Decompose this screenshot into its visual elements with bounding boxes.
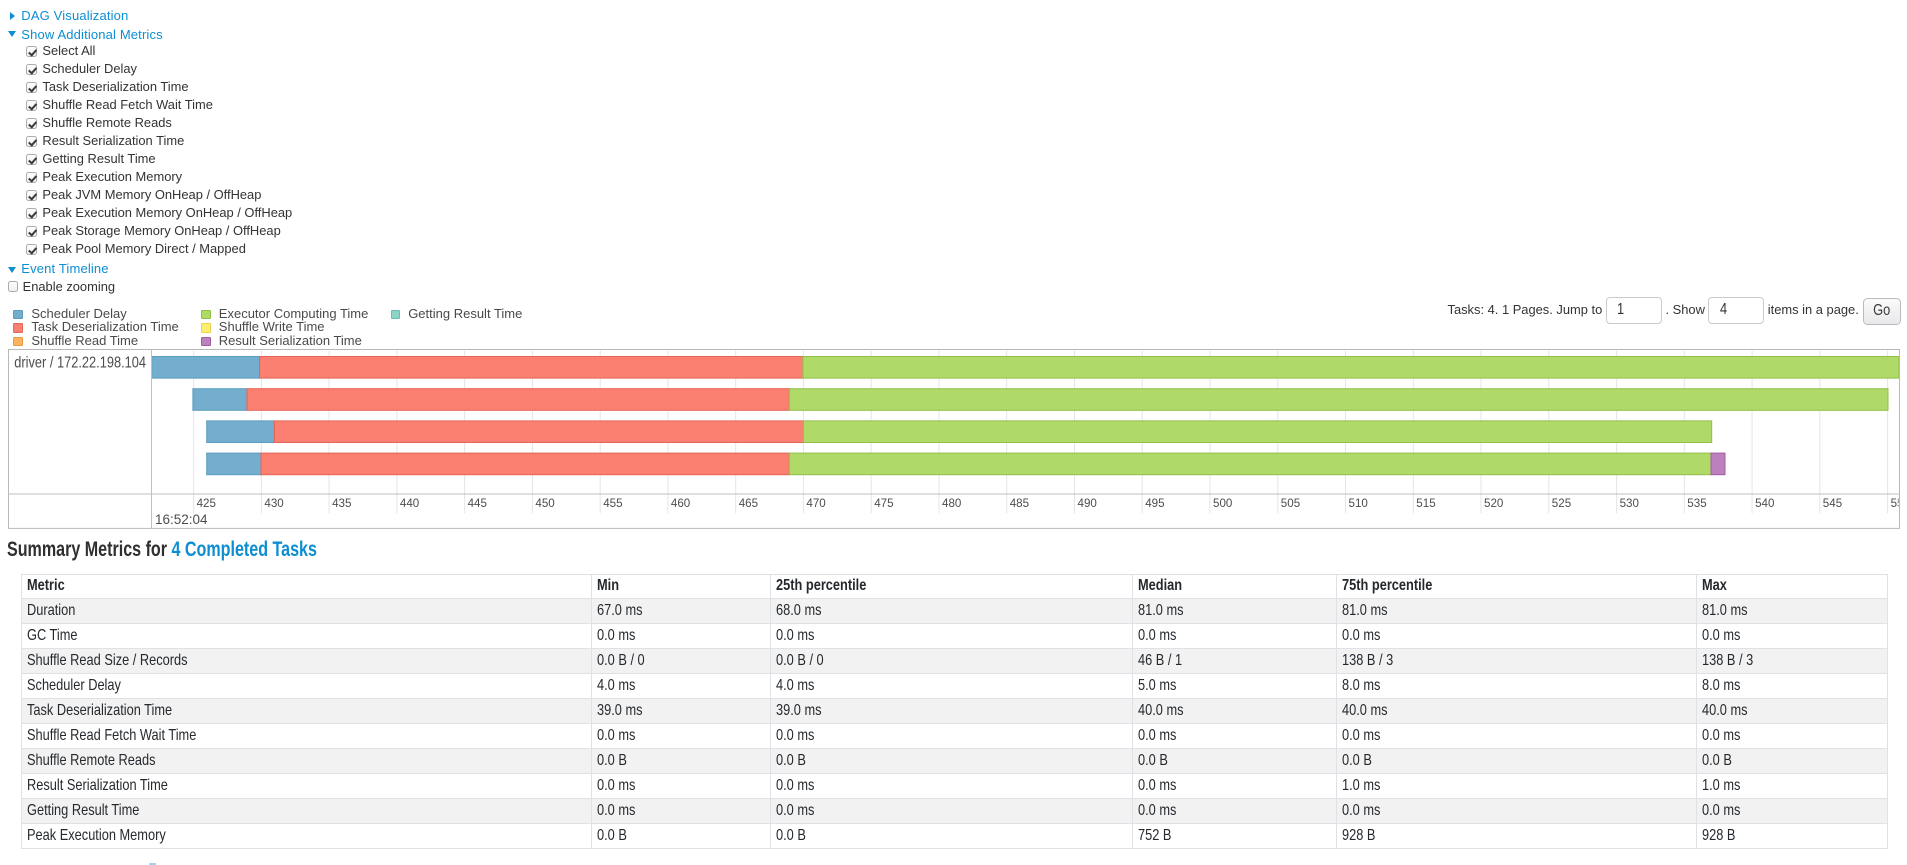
svg-text:550: 550: [1891, 497, 1907, 510]
svg-text:driver / 172.22.198.104: driver / 172.22.198.104: [14, 354, 146, 372]
svg-text:490: 490: [1078, 497, 1097, 510]
svg-text:510: 510: [1349, 497, 1368, 510]
svg-text:495: 495: [1145, 497, 1164, 510]
svg-text:515: 515: [1416, 497, 1435, 510]
svg-text:435: 435: [332, 497, 351, 510]
svg-text:16:52:04: 16:52:04: [155, 512, 208, 527]
svg-text:425: 425: [197, 497, 216, 510]
svg-text:460: 460: [671, 497, 690, 510]
svg-text:470: 470: [806, 497, 825, 510]
svg-text:505: 505: [1281, 497, 1300, 510]
svg-text:540: 540: [1755, 497, 1774, 510]
svg-text:445: 445: [468, 497, 487, 510]
svg-text:430: 430: [264, 497, 283, 510]
svg-text:535: 535: [1687, 497, 1706, 510]
svg-text:545: 545: [1823, 497, 1842, 510]
svg-text:530: 530: [1620, 497, 1639, 510]
svg-text:440: 440: [400, 497, 419, 510]
svg-text:465: 465: [739, 497, 758, 510]
svg-text:520: 520: [1484, 497, 1503, 510]
svg-text:475: 475: [874, 497, 893, 510]
svg-text:455: 455: [603, 497, 622, 510]
svg-text:500: 500: [1213, 497, 1232, 510]
svg-text:525: 525: [1552, 497, 1571, 510]
svg-text:450: 450: [535, 497, 554, 510]
svg-text:480: 480: [942, 497, 961, 510]
svg-text:485: 485: [1010, 497, 1029, 510]
